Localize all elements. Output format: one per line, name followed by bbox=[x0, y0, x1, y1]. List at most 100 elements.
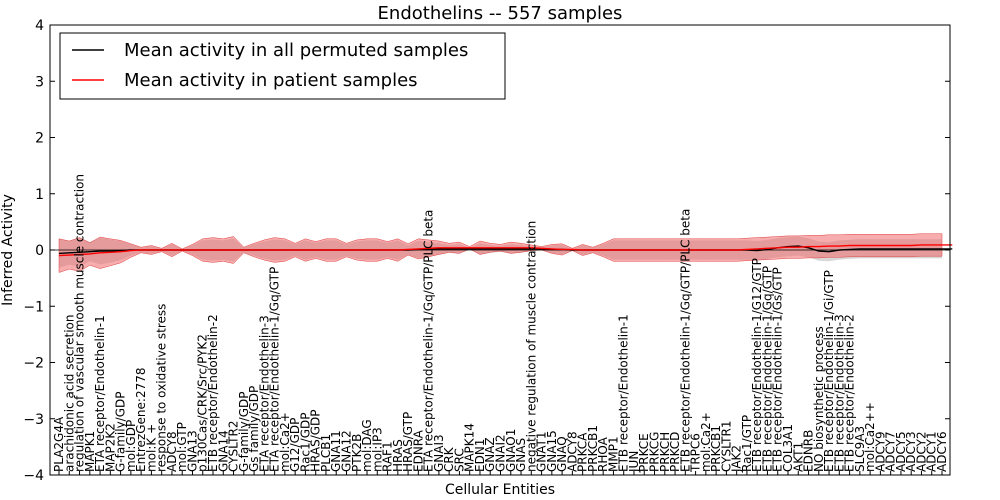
x-category-label: mol:Ca2+ bbox=[699, 412, 713, 472]
x-category-label: PRKCA bbox=[576, 432, 590, 472]
x-category-label: mol:K + bbox=[144, 424, 158, 472]
x-category-label: mol:DAG bbox=[360, 419, 374, 472]
x-category-label: p130Cas/CRK/Src/PYK2 bbox=[196, 334, 210, 472]
x-category-label: PTK2B bbox=[350, 434, 364, 472]
x-category-label: PRKCH bbox=[658, 432, 672, 472]
chart-title: Endothelins -- 557 samples bbox=[378, 3, 623, 24]
x-category-label: ETB receptor/Endothelin-1 bbox=[617, 314, 631, 472]
x-category-label: EDNRA bbox=[411, 429, 425, 472]
x-category-label: JUN bbox=[627, 451, 641, 473]
x-category-label: RAF1 bbox=[381, 441, 395, 472]
x-category-label: ETB receptor/Endothelin-1/Gq/GTP bbox=[761, 266, 775, 472]
x-category-label: Gs family/GDP bbox=[247, 386, 261, 472]
x-category-label: ADCY3 bbox=[904, 431, 918, 472]
x-category-label: EDNRB bbox=[802, 430, 816, 472]
x-category-label: PRKCD bbox=[668, 432, 682, 472]
x-category-label: HRAS bbox=[391, 439, 405, 472]
x-category-label: arachidonic acid secretion bbox=[62, 315, 76, 472]
x-category-label: response to oxidative stress bbox=[155, 304, 169, 472]
x-category-label: ADCY8 bbox=[565, 431, 579, 472]
y-tick-label: −2 bbox=[23, 356, 44, 372]
x-category-label: GNA15 bbox=[545, 430, 559, 472]
x-category-label: negative regulation of muscle contractio… bbox=[524, 221, 538, 472]
x-category-label: ETB receptor/Endothelin-3 bbox=[832, 314, 846, 472]
x-category-label: PLA2G4A bbox=[52, 416, 66, 472]
x-category-label: PRKCG bbox=[648, 432, 662, 472]
x-category-label: SRC bbox=[452, 448, 466, 472]
x-category-label: G-family/GDP bbox=[114, 392, 128, 472]
x-category-label: ADCY7 bbox=[884, 431, 898, 472]
x-category-label: ETB receptor/Endothelin-2 bbox=[206, 314, 220, 472]
x-category-label: COL3A1 bbox=[781, 424, 795, 472]
x-category-label: HRAS/GDP bbox=[309, 409, 323, 472]
y-axis-label: Inferred Activity bbox=[0, 194, 16, 306]
x-axis-label: Cellular Entities bbox=[445, 482, 555, 498]
y-tick-label: −1 bbox=[23, 299, 44, 315]
x-category-label: G12/GDP bbox=[288, 418, 302, 472]
legend-label-patient: Mean activity in patient samples bbox=[124, 70, 418, 91]
x-category-label: ETA receptor/Endothelin-3 bbox=[257, 315, 271, 472]
x-category-label: PRKCE bbox=[637, 433, 651, 472]
x-category-label: CYSLTR2 bbox=[227, 421, 241, 472]
x-category-label: RHOA bbox=[596, 436, 610, 472]
x-category-label: ETA receptor/Endothelin-1 bbox=[93, 315, 107, 472]
patient-band bbox=[58, 233, 943, 273]
x-category-label: ETA receptor/Endothelin-1/Gq/GTP/PLC bet… bbox=[422, 210, 436, 472]
x-category-label: PRKCB1 bbox=[709, 425, 723, 472]
x-category-label: ADCY2 bbox=[915, 431, 929, 472]
x-category-label: CRK bbox=[442, 446, 456, 472]
x-category-label: ETB receptor/Endothelin-2 bbox=[843, 314, 857, 472]
x-category-label: GNAI3 bbox=[432, 434, 446, 472]
x-category-label: GNA11 bbox=[329, 430, 343, 472]
x-category-label: PRKCB1 bbox=[586, 425, 600, 472]
x-category-label: JAK2 bbox=[730, 445, 744, 473]
x-category-label: ETB receptor/Endothelin-1/Gq/GTP/PLC bet… bbox=[678, 209, 692, 472]
x-category-label: mol:Ca2+ bbox=[278, 412, 292, 472]
x-category-label: ETB receptor/Endothelin-1/G12/GTP bbox=[750, 258, 764, 472]
x-category-label: GNAT1 bbox=[535, 431, 549, 472]
x-category-label: ADCY6 bbox=[935, 431, 949, 472]
x-category-label: GNAQ bbox=[555, 436, 569, 472]
x-category-label: TRPC6 bbox=[689, 433, 703, 473]
legend: Mean activity in all permuted samples Me… bbox=[59, 32, 506, 100]
y-tick-label: −4 bbox=[23, 468, 44, 484]
x-category-label: Rac1/GDP bbox=[298, 413, 312, 472]
x-category-label: mol:GDP bbox=[124, 420, 138, 472]
series-layer bbox=[58, 244, 953, 257]
x-category-label: regulation of vascular smooth muscle con… bbox=[73, 174, 87, 472]
x-category-label: SLC9A3 bbox=[853, 426, 867, 472]
x-category-label: ETB receptor/Endothelin-1/Gs/GTP bbox=[771, 267, 785, 472]
x-category-label: GNA13 bbox=[186, 430, 200, 472]
x-category-label: GNAZ bbox=[483, 437, 497, 472]
x-category-label: GNAO1 bbox=[504, 429, 518, 472]
x-category-label: NO biosynthetic process bbox=[812, 326, 826, 472]
legend-frame bbox=[59, 32, 506, 100]
x-category-label: AKT1 bbox=[791, 442, 805, 472]
x-category-label: mol:Ca2++ bbox=[863, 402, 877, 472]
y-tick-label: 3 bbox=[35, 74, 44, 90]
x-category-label: MAP2K2 bbox=[103, 423, 117, 472]
x-category-label: ADCY9 bbox=[873, 431, 887, 472]
legend-label-permuted: Mean activity in all permuted samples bbox=[124, 40, 468, 61]
plot-frame bbox=[49, 24, 951, 476]
patient-mean-line bbox=[58, 244, 953, 257]
x-category-label: MAPK14 bbox=[463, 423, 477, 472]
x-category-label: EDN1 bbox=[473, 439, 487, 472]
y-tick-label: 2 bbox=[35, 131, 44, 147]
x-category-label: ADCY5 bbox=[894, 431, 908, 472]
x-category-label: MAPK1 bbox=[83, 431, 97, 472]
x-category-label: EntrezGene:2778 bbox=[134, 368, 148, 473]
x-category-label: HRAS/GTP bbox=[401, 412, 415, 472]
band-layer bbox=[58, 233, 943, 273]
x-category-label: GNAI2 bbox=[494, 434, 508, 472]
y-tick-label: 1 bbox=[35, 187, 44, 203]
x-category-label: GNAS bbox=[514, 438, 528, 472]
y-tick-label: 4 bbox=[35, 18, 44, 34]
y-tick-label: 0 bbox=[35, 243, 44, 259]
x-category-label: ETB receptor/Endothelin-1/Gi/GTP bbox=[822, 270, 836, 472]
x-category-label: G-family/GDP bbox=[237, 392, 251, 472]
x-category-label: ADCY1 bbox=[925, 431, 939, 472]
x-category-label: GNA14 bbox=[216, 430, 230, 472]
